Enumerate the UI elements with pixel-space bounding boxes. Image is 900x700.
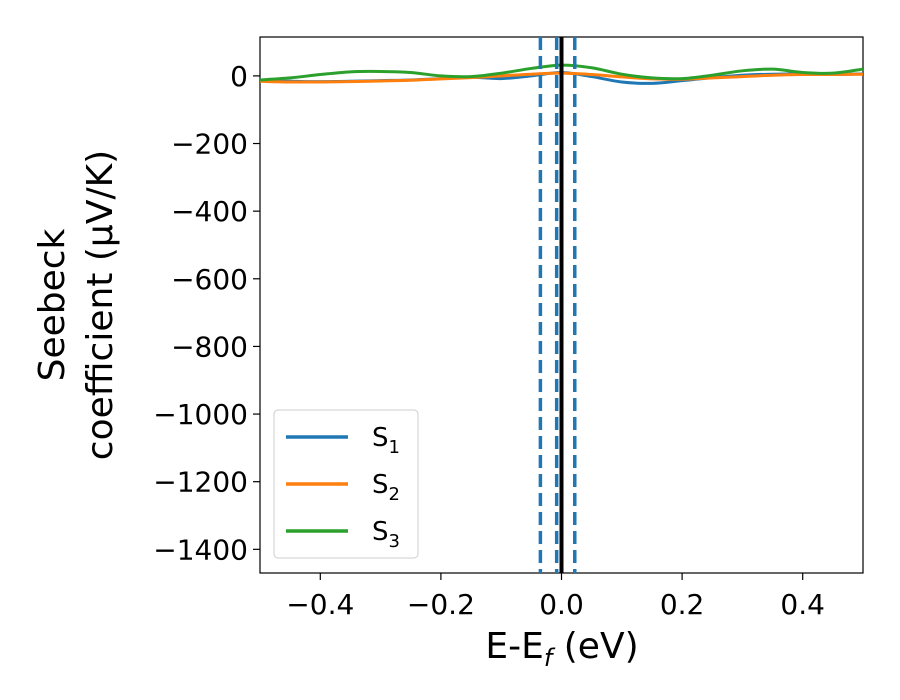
y-tick-label: −1400 [153, 533, 248, 566]
y-tick-label: −200 [171, 128, 248, 161]
legend-label-s3: S3 [372, 517, 400, 552]
legend-label-s2: S2 [372, 470, 400, 505]
y-tick-label: 0 [230, 60, 248, 93]
y-tick-label: −400 [171, 195, 248, 228]
x-tick-label: 0.0 [539, 588, 584, 621]
x-tick-label: −0.2 [407, 588, 475, 621]
x-tick-label: 0.4 [780, 588, 825, 621]
x-tick-label: 0.2 [660, 588, 705, 621]
y-tick-label: −800 [171, 330, 248, 363]
y-tick-label: −1000 [153, 398, 248, 431]
x-tick-label: −0.4 [286, 588, 354, 621]
legend-label-s1: S1 [372, 423, 400, 458]
x-axis-title: E-Ef (eV) [485, 626, 638, 672]
y-tick-label: −600 [171, 263, 248, 296]
y-axis-title-line2: coefficient (μV/K) [80, 150, 121, 460]
legend: S1 S2 S3 [273, 409, 419, 559]
y-axis-title-line1: Seebeck [32, 228, 73, 381]
y-tick-label: −1200 [153, 466, 248, 499]
